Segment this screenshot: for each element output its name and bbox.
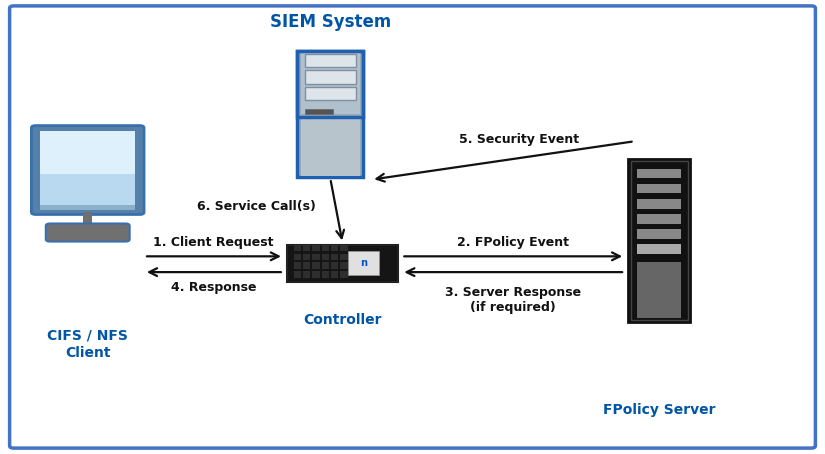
Bar — [294, 262, 301, 269]
Bar — [637, 199, 681, 208]
Text: 5. Security Event: 5. Security Event — [460, 133, 579, 146]
Bar — [331, 271, 338, 278]
FancyBboxPatch shape — [46, 223, 130, 242]
Bar — [303, 271, 310, 278]
Bar — [322, 262, 329, 269]
Text: 6. Service Call(s): 6. Service Call(s) — [197, 200, 316, 213]
FancyBboxPatch shape — [304, 87, 356, 100]
Bar — [322, 245, 329, 251]
Bar — [637, 169, 681, 178]
FancyBboxPatch shape — [287, 245, 398, 281]
Bar — [331, 262, 338, 269]
Bar — [303, 245, 310, 251]
Bar — [331, 254, 338, 260]
FancyBboxPatch shape — [31, 126, 144, 214]
Text: 2. FPolicy Event: 2. FPolicy Event — [457, 236, 569, 249]
Bar — [40, 174, 135, 209]
Bar — [313, 271, 319, 278]
Bar — [300, 117, 360, 176]
Bar — [637, 244, 681, 254]
Text: n: n — [361, 258, 367, 268]
Bar — [322, 254, 329, 260]
Bar — [341, 262, 347, 269]
Text: 3. Server Response
(if required): 3. Server Response (if required) — [446, 286, 582, 314]
Bar — [629, 159, 636, 322]
Text: Controller: Controller — [304, 312, 382, 326]
Text: SIEM System: SIEM System — [270, 13, 391, 31]
FancyBboxPatch shape — [304, 70, 356, 84]
Bar — [303, 254, 310, 260]
Bar — [341, 271, 347, 278]
Bar — [313, 245, 319, 251]
Text: 1. Client Request: 1. Client Request — [153, 236, 274, 249]
Bar — [303, 262, 310, 269]
FancyBboxPatch shape — [629, 159, 690, 322]
Bar — [637, 214, 681, 223]
Bar — [637, 184, 681, 193]
Bar — [294, 245, 301, 251]
Bar — [294, 254, 301, 260]
FancyBboxPatch shape — [10, 6, 815, 448]
Bar — [83, 212, 92, 227]
Text: FPolicy Server: FPolicy Server — [603, 403, 715, 417]
Bar — [682, 159, 690, 322]
Bar — [341, 254, 347, 260]
Bar — [637, 262, 681, 318]
Bar — [637, 229, 681, 239]
Bar — [300, 52, 360, 114]
Bar — [40, 131, 135, 174]
Bar — [304, 109, 332, 114]
Bar — [294, 271, 301, 278]
Bar — [322, 271, 329, 278]
FancyBboxPatch shape — [348, 251, 380, 275]
Text: CIFS / NFS
Client: CIFS / NFS Client — [47, 329, 128, 360]
FancyBboxPatch shape — [304, 54, 356, 67]
FancyBboxPatch shape — [297, 51, 363, 178]
Bar — [331, 245, 338, 251]
Text: 4. Response: 4. Response — [171, 281, 257, 294]
Bar — [40, 205, 135, 209]
Bar — [313, 254, 319, 260]
Bar — [313, 262, 319, 269]
Bar — [341, 245, 347, 251]
